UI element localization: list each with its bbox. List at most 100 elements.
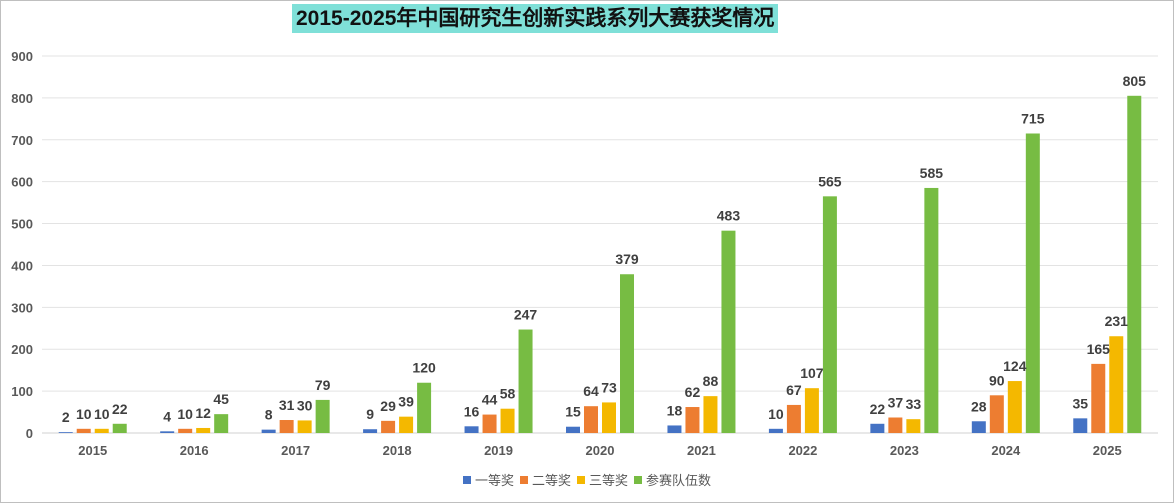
data-label: 715 — [1021, 110, 1045, 126]
data-label: 33 — [906, 396, 922, 412]
bar-2-2020 — [584, 406, 598, 433]
data-label: 16 — [464, 403, 480, 419]
data-label: 120 — [412, 360, 436, 376]
data-label: 585 — [920, 165, 944, 181]
y-tick-label: 900 — [11, 49, 33, 64]
data-label: 15 — [565, 404, 581, 420]
bar-2-2021 — [685, 407, 700, 433]
bar-4-2022 — [822, 196, 837, 433]
bar-1-2015 — [58, 432, 73, 433]
bar-4-2025 — [1127, 95, 1142, 434]
data-label: 379 — [615, 251, 639, 267]
bar-1-2016 — [160, 431, 175, 433]
bar-1-2019 — [464, 426, 479, 433]
bar-1-2025 — [1073, 418, 1088, 433]
bars — [58, 95, 1142, 434]
bar-3-2016 — [196, 427, 211, 433]
data-label: 79 — [315, 377, 331, 393]
y-tick-label: 800 — [11, 91, 33, 106]
bar-4-2017 — [315, 399, 330, 433]
x-tick-label: 2025 — [1093, 443, 1122, 458]
bar-2-2022 — [786, 404, 801, 433]
bar-4-2023 — [924, 187, 939, 433]
data-label: 2 — [62, 409, 70, 425]
data-label: 12 — [195, 405, 211, 421]
legend-item: 三等奖 — [577, 470, 628, 489]
bar-3-2021 — [703, 396, 718, 433]
bar-4-2015 — [112, 423, 127, 433]
data-label: 28 — [971, 398, 987, 414]
legend-item: 一等奖 — [462, 470, 514, 489]
data-label: 31 — [279, 397, 295, 413]
data-label: 58 — [500, 386, 516, 402]
bar-3-2018 — [399, 416, 414, 433]
legend: 一等奖 二等奖 三等奖 参赛队伍数 — [0, 470, 1174, 489]
bar-4-2024 — [1025, 133, 1040, 433]
y-tick-label: 300 — [11, 300, 33, 315]
data-label: 483 — [717, 208, 741, 224]
bar-2-2018 — [381, 420, 396, 433]
bar-3-2019 — [500, 408, 515, 433]
legend-label: 三等奖 — [589, 473, 629, 488]
bar-2-2023 — [888, 417, 903, 433]
bar-1-2024 — [971, 421, 986, 433]
data-label: 30 — [297, 397, 313, 413]
bar-1-2017 — [261, 429, 276, 433]
x-tick-label: 2016 — [180, 443, 209, 458]
data-label: 10 — [177, 406, 193, 422]
y-tick-label: 600 — [11, 175, 33, 190]
bar-4-2021 — [721, 230, 736, 433]
data-label: 73 — [601, 379, 617, 395]
bar-2-2024 — [989, 395, 1004, 433]
x-tick-label: 2015 — [78, 443, 107, 458]
y-tick-label: 400 — [11, 258, 33, 273]
bar-4-2016 — [214, 414, 229, 433]
legend-label: 二等奖 — [531, 473, 571, 488]
data-label: 565 — [818, 173, 842, 189]
x-tick-label: 2018 — [383, 443, 412, 458]
y-tick-label: 500 — [11, 217, 33, 232]
x-tick-label: 2020 — [586, 443, 615, 458]
y-tick-label: 700 — [11, 133, 33, 148]
bar-3-2022 — [804, 388, 819, 433]
data-label: 22 — [870, 401, 886, 417]
bar-1-2023 — [870, 423, 885, 433]
x-tick-label: 2023 — [890, 443, 919, 458]
data-label: 10 — [76, 406, 92, 422]
bar-3-2020 — [602, 402, 616, 433]
data-label: 247 — [514, 307, 538, 323]
legend-label: 参赛队伍数 — [646, 473, 712, 488]
data-label: 90 — [989, 372, 1005, 388]
data-label: 22 — [112, 401, 128, 417]
y-tick-label: 0 — [26, 426, 33, 441]
x-tick-label: 2019 — [484, 443, 513, 458]
data-label: 62 — [685, 384, 701, 400]
legend-label: 一等奖 — [474, 473, 514, 488]
legend-swatch-icon — [462, 475, 471, 484]
data-label: 107 — [800, 365, 824, 381]
bar-1-2020 — [566, 426, 580, 433]
data-label: 10 — [768, 406, 784, 422]
y-tick-label: 200 — [11, 342, 33, 357]
data-label: 8 — [265, 407, 273, 423]
data-label: 165 — [1087, 341, 1111, 357]
legend-swatch-icon — [519, 475, 528, 484]
bar-3-2017 — [297, 420, 312, 433]
data-label: 4 — [163, 408, 171, 424]
legend-item: 参赛队伍数 — [634, 470, 711, 489]
data-label: 39 — [398, 394, 414, 410]
bar-3-2025 — [1109, 336, 1124, 433]
x-axis-ticks: 2015 2016 2017 2018 2019 2020 2021 2022 2023 2024… — [78, 443, 1121, 458]
data-label: 124 — [1003, 358, 1027, 374]
data-label: 64 — [583, 383, 599, 399]
bar-4-2020 — [620, 274, 634, 433]
bar-2-2015 — [76, 428, 91, 433]
bar-2-2017 — [279, 420, 294, 433]
data-label: 37 — [888, 395, 904, 411]
bar-1-2021 — [667, 425, 682, 433]
data-label: 18 — [667, 402, 683, 418]
x-tick-label: 2017 — [281, 443, 310, 458]
legend-item: 二等奖 — [519, 470, 571, 489]
data-label: 231 — [1105, 313, 1129, 329]
